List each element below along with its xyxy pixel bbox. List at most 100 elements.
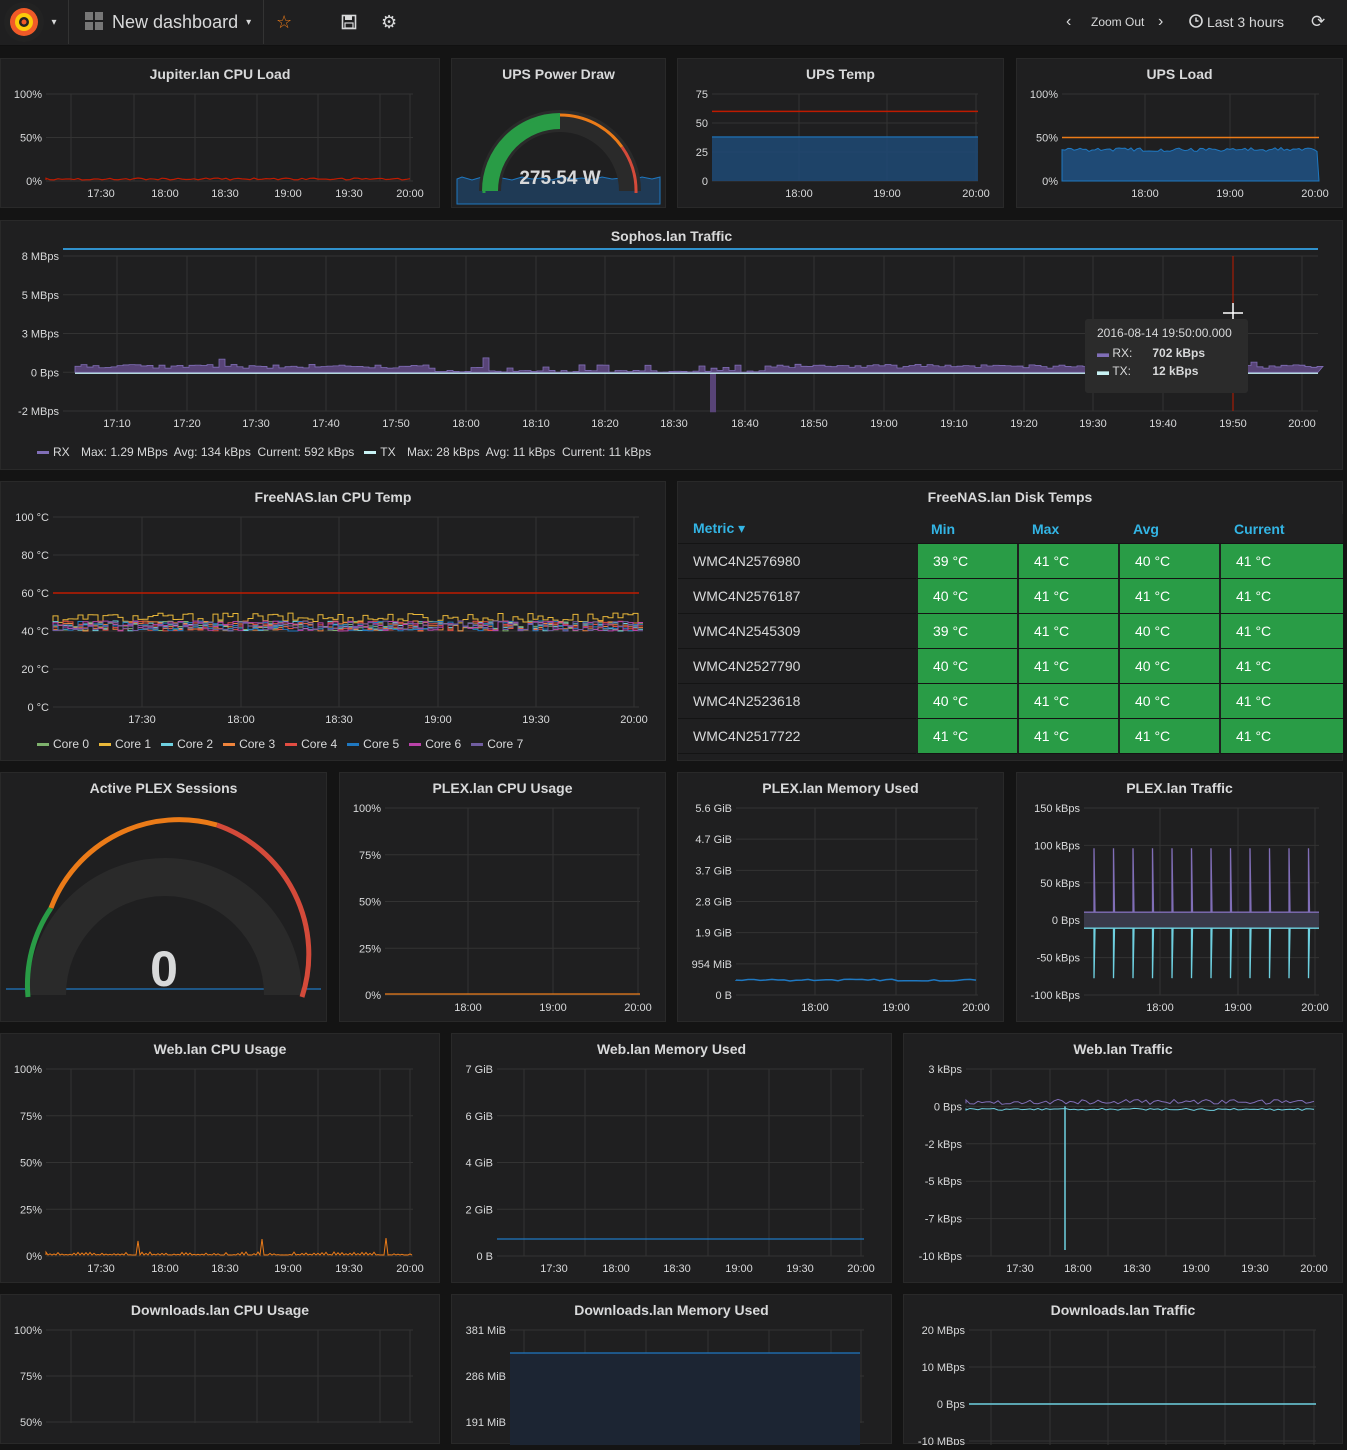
panel-title[interactable]: Active PLEX Sessions [89,780,238,796]
x-tick-label: 17:30 [242,418,270,430]
graph-web-memory[interactable]: 7 GiB 6 GiB 4 GiB 2 GiB 0 B 17:30 18:00 18:30 19… [452,1034,893,1284]
y-tick-label: 25% [359,943,381,955]
y-tick-label: 50% [20,1158,42,1170]
y-tick-label: 25 [696,147,708,159]
y-tick-label: 75% [20,1371,42,1383]
x-tick-label: 19:10 [940,418,968,430]
y-tick-label: 0 Bps [937,1399,966,1411]
graph-freenas-cpu[interactable]: 100 °C 80 °C 60 °C 40 °C 20 °C 0 °C 17:30 18:00… [1,482,667,732]
x-tick-label: 19:30 [335,188,363,200]
temp-cell: 41 °C [1219,614,1343,649]
gauge-ups-power[interactable]: 275.54 W [452,59,667,209]
column-header-avg[interactable]: Avg [1118,514,1219,544]
star-icon[interactable]: ☆ [276,11,293,32]
legend-item-core-3[interactable]: Core 3 [223,737,275,751]
y-tick-label: -50 kBps [1037,953,1081,965]
legend-item-core-7[interactable]: Core 7 [471,737,523,751]
zoom-out-button[interactable]: Zoom Out [1091,15,1145,29]
temp-cell: 41 °C [1017,719,1118,754]
graph-plex-memory[interactable]: 5.6 GiB 4.7 GiB 3.7 GiB 2.8 GiB 1.9 GiB 954 M… [678,773,1005,1023]
series-line-core-6 [52,620,643,632]
graph-sophos-traffic[interactable]: 8 MBps 5 MBps 3 MBps 0 Bps -2 MBps 17:10 17:20… [1,221,1344,441]
legend-label: Core 5 [363,737,400,751]
panel-title[interactable]: Web.lan Traffic [1073,1041,1173,1057]
panel-plex-memory: PLEX.lan Memory Used 5.6 GiB 4.7 GiB 3.7 G… [677,772,1004,1022]
panel-title[interactable]: Jupiter.lan CPU Load [149,66,291,82]
temp-cell: 41 °C [1017,649,1118,684]
y-tick-label: 80 °C [21,550,49,562]
legend-item-core-2[interactable]: Core 2 [161,737,213,751]
y-tick-label: 0 [702,176,708,188]
legend-item-core-5[interactable]: Core 5 [347,737,399,751]
x-tick-label: 17:30 [87,1263,115,1275]
series-line-tx [965,1107,1315,1111]
y-tick-label: 954 MiB [692,959,732,971]
legend-item-core-6[interactable]: Core 6 [409,737,461,751]
graph-plex-cpu[interactable]: 100% 75% 50% 25% 0% 18:00 19:00 20:00 [340,773,667,1023]
panel-title[interactable]: Web.lan CPU Usage [153,1041,287,1057]
graph-ups-load[interactable]: 100% 50% 0% 18:00 19:00 20:00 [1017,59,1344,209]
x-tick-label: 19:30 [522,714,550,726]
save-icon[interactable] [341,0,357,44]
y-tick-label: 2 GiB [465,1204,493,1216]
panel-title[interactable]: UPS Load [1146,66,1213,82]
y-tick-label: -7 kBps [925,1214,963,1226]
legend-item-tx[interactable]: TX Max: 28 kBps Avg: 11 kBps Current: 11… [364,445,651,459]
x-tick-label: 19:00 [274,188,302,200]
column-header-max[interactable]: Max [1017,514,1118,544]
graph-ups-temp[interactable]: 75 50 25 0 18:00 19:00 20:00 [678,59,1005,209]
x-tick-label: 19:00 [539,1002,567,1014]
graph-jupiter-cpu[interactable]: 100% 50% 0% 17:30 18:00 18:30 19:00 19:30 20:00 [1,59,441,209]
legend-swatch [99,742,112,746]
y-tick-label: 0 Bps [1052,915,1081,927]
panel-title[interactable]: PLEX.lan Traffic [1126,780,1233,796]
x-tick-label: 19:00 [873,188,901,200]
panel-title[interactable]: FreeNAS.lan Disk Temps [927,489,1093,505]
series-line [45,177,411,181]
y-tick-label: -100 kBps [1030,990,1080,1002]
y-tick-label: 191 MiB [466,1417,506,1429]
gauge-plex-sessions[interactable]: 0 [1,773,328,1023]
panel-title[interactable]: FreeNAS.lan CPU Temp [254,489,412,505]
series-band [1084,912,1319,929]
gear-icon[interactable]: ⚙ [381,11,398,32]
refresh-icon[interactable]: ⟳ [1311,12,1326,31]
chevron-right-icon[interactable]: › [1158,13,1164,30]
y-tick-label: 50 kBps [1040,878,1080,890]
x-tick-label: 18:00 [452,418,480,430]
graph-downloads-cpu[interactable]: 100% 75% 50% [1,1295,441,1445]
legend-label: Core 1 [115,737,152,751]
graph-plex-traffic[interactable]: 150 kBps 100 kBps 50 kBps 0 Bps -50 kBps -100… [1017,773,1344,1023]
panel-title[interactable]: Downloads.lan Traffic [1050,1302,1196,1318]
panel-title[interactable]: Downloads.lan Memory Used [574,1302,769,1318]
legend-item-core-4[interactable]: Core 4 [285,737,337,751]
legend-item-core-0[interactable]: Core 0 [37,737,89,751]
x-tick-label: 17:30 [128,714,156,726]
y-tick-label: 0% [365,990,381,1002]
column-header-current[interactable]: Current [1219,514,1343,544]
column-header-metric[interactable]: Metric ▾ [678,514,916,544]
panel-title[interactable]: PLEX.lan Memory Used [762,780,919,796]
graph-downloads-memory[interactable]: 381 MiB 286 MiB 191 MiB [452,1295,893,1450]
temp-cell: 40 °C [1118,684,1219,719]
time-picker[interactable]: Last 3 hours [1189,0,1284,44]
panel-title[interactable]: Downloads.lan CPU Usage [130,1302,310,1318]
panel-ups-load: UPS Load 100% 50% 0% 18:00 19:00 20:00 [1016,58,1343,208]
legend-item-rx[interactable]: RX Max: 1.29 MBps Avg: 134 kBps Current:… [37,445,354,459]
y-tick-label: 60 °C [21,588,49,600]
panel-title[interactable]: Web.lan Memory Used [596,1041,747,1057]
panel-title[interactable]: Sophos.lan Traffic [610,228,733,244]
y-tick-label: 20 MBps [922,1325,966,1337]
graph-web-cpu[interactable]: 100% 75% 50% 25% 0% 17:30 18:00 18:30 19:00 19:30… [1,1034,441,1284]
panel-title[interactable]: UPS Temp [806,66,875,82]
column-header-min[interactable]: Min [916,514,1017,544]
legend-item-core-1[interactable]: Core 1 [99,737,151,751]
panel-title[interactable]: PLEX.lan CPU Usage [432,780,573,796]
chevron-left-icon[interactable]: ‹ [1066,13,1072,30]
logo-dropdown-caret-icon[interactable]: ▾ [51,16,57,28]
panel-title[interactable]: UPS Power Draw [502,66,615,82]
graph-web-traffic[interactable]: 3 kBps 0 Bps -2 kBps -5 kBps -7 kBps -10 kBps… [904,1034,1344,1284]
grafana-logo-icon[interactable] [4,2,44,42]
dashboard-picker[interactable]: New dashboard ▾ [84,0,251,44]
